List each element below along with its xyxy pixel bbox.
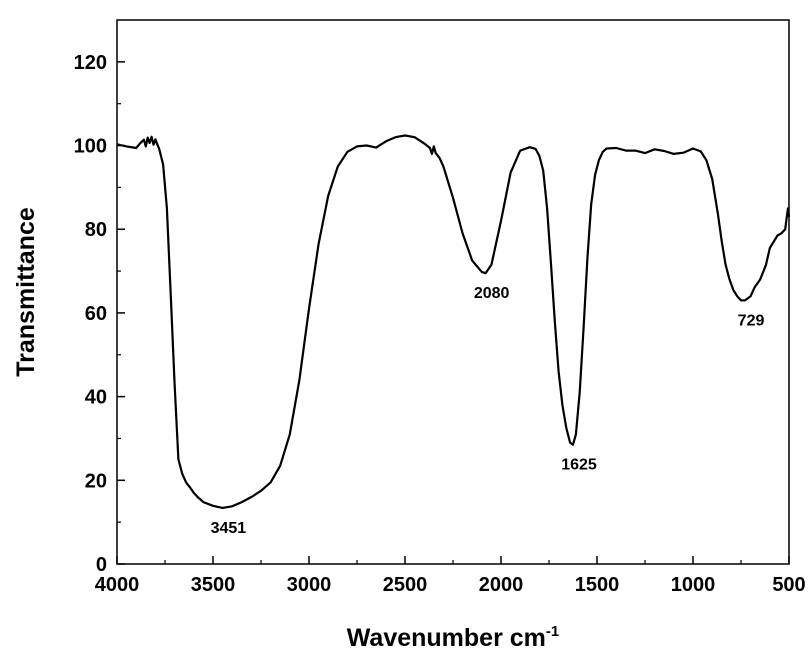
x-axis-title-superscript: -1 [546, 623, 559, 640]
y-tick-label-0: 0 [96, 554, 107, 576]
x-tick-label-3000: 3000 [287, 574, 332, 596]
x-tick-label-500: 500 [772, 574, 805, 596]
annotations: 3451 2080 1625 729 [211, 285, 765, 537]
plot-frame [116, 19, 790, 565]
x-axis-title: Wavenumber cm-1 [347, 623, 559, 652]
y-tick-label-80: 80 [85, 219, 107, 241]
x-tick-label-3500: 3500 [191, 574, 236, 596]
x-tick-label-4000: 4000 [95, 574, 140, 596]
x-tick-label-1000: 1000 [671, 574, 716, 596]
peak-label-729: 729 [738, 312, 765, 329]
y-tick-label-120: 120 [74, 52, 107, 74]
tick-labels: 4000 3500 3000 2500 2000 1500 1000 500 0 20 40 60 80… [74, 52, 806, 596]
y-axis-title: Transmittance [12, 207, 40, 377]
y-tick-label-100: 100 [74, 136, 107, 158]
peak-label-1625: 1625 [561, 457, 597, 474]
y-tick-label-60: 60 [85, 303, 107, 325]
x-tick-label-2000: 2000 [479, 574, 524, 596]
peak-label-2080: 2080 [474, 285, 510, 302]
x-tick-label-2500: 2500 [383, 574, 428, 596]
series-line-transmittance [116, 134, 791, 509]
y-tick-label-40: 40 [85, 387, 107, 409]
y-tick-label-20: 20 [85, 470, 107, 492]
ticks [116, 61, 790, 565]
x-tick-label-1500: 1500 [575, 574, 620, 596]
x-axis-title-text: Wavenumber cm [347, 624, 546, 652]
peak-label-3451: 3451 [211, 520, 247, 537]
